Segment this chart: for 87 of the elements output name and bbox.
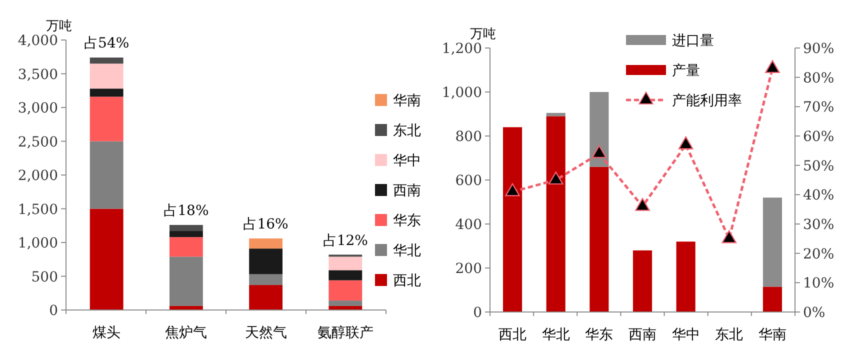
- y-tick-label: 1,200: [442, 41, 482, 57]
- x-tick-label: 华中: [672, 327, 700, 343]
- y2-tick-label: 90%: [803, 41, 834, 57]
- bar: [590, 92, 609, 167]
- y2-tick-label: 0%: [803, 305, 826, 321]
- x-tick-label: 华南: [758, 327, 786, 343]
- x-tick-label: 华东: [585, 327, 614, 343]
- y2-tick-label: 10%: [803, 276, 834, 292]
- y-tick-label: 200: [455, 261, 482, 277]
- annotation: 占16%: [243, 216, 288, 232]
- bar: [590, 166, 609, 312]
- point: [635, 198, 650, 211]
- y-tick-label: 400: [455, 217, 482, 233]
- bar: [632, 250, 652, 312]
- y-tick-label: 800: [455, 129, 482, 145]
- bar: [90, 141, 124, 209]
- bar: [169, 256, 203, 306]
- point: [592, 145, 607, 158]
- bar: [328, 300, 362, 306]
- bar: [328, 270, 362, 280]
- y2-tick-label: 50%: [803, 158, 834, 174]
- y-tick-label: 3,500: [18, 66, 58, 83]
- point: [678, 136, 694, 150]
- bar: [249, 248, 283, 274]
- y-tick-label: 600: [455, 173, 482, 189]
- bar: [762, 286, 782, 312]
- x-tick-label: 天然气: [244, 325, 287, 341]
- annotation: 占54%: [84, 36, 130, 52]
- bar: [90, 96, 124, 142]
- bar: [90, 64, 124, 89]
- bar: [676, 242, 696, 312]
- y2-tick-label: 60%: [803, 129, 834, 145]
- y-axis-title: 万吨: [470, 27, 496, 42]
- legend-label: 东北: [393, 123, 421, 139]
- y2-tick-label: 30%: [803, 217, 834, 233]
- y-tick-label: 2,000: [18, 168, 58, 184]
- point: [765, 60, 780, 74]
- x-tick-label: 西北: [498, 327, 527, 343]
- y-tick-label: 0: [49, 303, 58, 319]
- x-tick-label: 西南: [628, 327, 656, 343]
- legend-label: 华东: [393, 213, 421, 229]
- legend-label: 华中: [393, 153, 421, 169]
- bar: [546, 112, 566, 116]
- legend-label: 华南: [393, 93, 421, 109]
- bar: [169, 231, 203, 238]
- point: [722, 230, 737, 244]
- x-tick-label: 华北: [542, 327, 570, 343]
- y-tick-label: 1,000: [442, 85, 482, 101]
- legend-label: 产量: [672, 63, 700, 79]
- x-tick-label: 焦炉气: [165, 325, 208, 341]
- y-axis-title: 万吨: [46, 19, 72, 34]
- y-tick-label: 3,000: [18, 100, 58, 116]
- y2-tick-label: 80%: [803, 70, 834, 86]
- bar: [90, 208, 124, 310]
- legend-label: 西北: [393, 273, 421, 289]
- legend-label: 华北: [393, 243, 421, 259]
- bar: [249, 274, 283, 286]
- bar: [762, 198, 782, 287]
- bar: [90, 88, 124, 97]
- legend-label: 西南: [393, 183, 421, 199]
- bar: [249, 238, 283, 249]
- y2-tick-label: 70%: [803, 100, 834, 116]
- y-tick-label: 500: [31, 269, 58, 286]
- bar: [502, 127, 522, 312]
- bar: [328, 280, 362, 301]
- y-tick-label: 2,500: [18, 134, 58, 150]
- y-tick-label: 1,000: [18, 236, 58, 252]
- bar: [546, 116, 566, 312]
- x-tick-label: 煤头: [92, 325, 121, 341]
- x-tick-label: 氨醇联产: [317, 325, 374, 341]
- annotation: 占12%: [322, 232, 368, 249]
- bar: [169, 224, 203, 232]
- y2-tick-label: 20%: [803, 246, 834, 262]
- x-tick-label: 东北: [715, 327, 744, 343]
- bar: [169, 237, 203, 257]
- y-tick-label: 0: [473, 305, 482, 321]
- legend-label: 产能利用率: [672, 93, 742, 109]
- annotation: 占18%: [164, 202, 209, 219]
- legend-label: 进口量: [672, 33, 714, 49]
- point: [505, 183, 520, 196]
- y-tick-label: 4,000: [18, 33, 58, 49]
- y-tick-label: 1,500: [18, 202, 58, 218]
- bar: [90, 58, 124, 64]
- point: [548, 172, 564, 185]
- bar: [249, 285, 283, 310]
- bar: [328, 256, 362, 270]
- y2-tick-label: 40%: [803, 188, 834, 204]
